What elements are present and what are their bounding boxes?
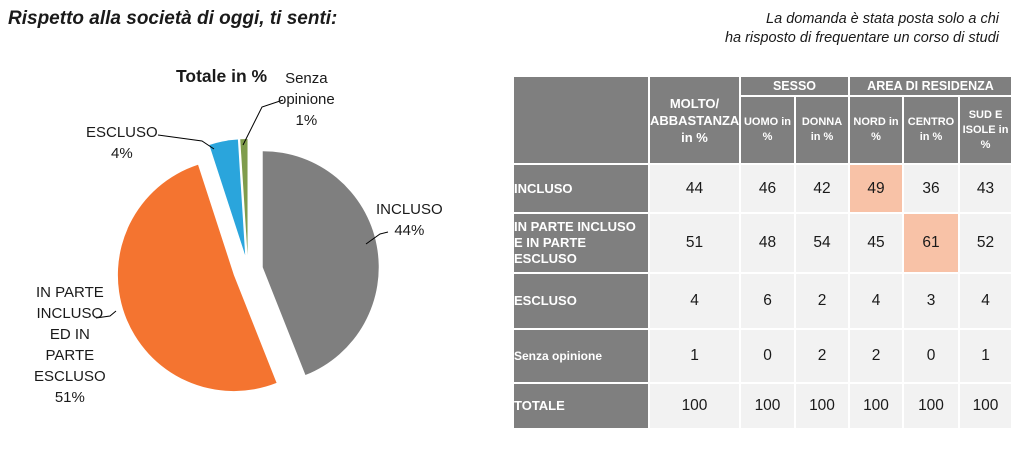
row-label: IN PARTE INCLUSO E IN PARTE ESCLUSO [512,212,650,274]
table-cell: 100 [739,382,796,430]
table-row: IN PARTE INCLUSO E IN PARTE ESCLUSO 51 4… [512,212,1013,274]
table-cell: 52 [958,212,1013,274]
row-label: Senza opinione [512,328,650,384]
table-cell: 0 [739,328,796,384]
table-cell: 36 [902,163,960,214]
table-cell: 54 [794,212,850,274]
table-corner [512,75,650,165]
slice-in-parte-incluso [117,164,277,392]
table-cell: 4 [648,272,741,330]
row-label: TOTALE [512,382,650,430]
table-cell: 49 [848,163,904,214]
label-in-parte-incluso: IN PARTE INCLUSO ED IN PARTE ESCLUSO 51% [34,282,106,408]
table-cell: 45 [848,212,904,274]
label-in-parte-line-2: INCLUSO [36,305,104,322]
note-line-1: La domanda è stata posta solo a chi [766,11,999,27]
note-line-2: ha risposto di frequentare un corso di s… [724,30,999,46]
table-cell: 4 [958,272,1013,330]
label-incluso-line-1: INCLUSO [376,201,443,218]
leader-in-parte [95,310,117,319]
table-cell: 100 [648,382,741,430]
slice-escluso [209,139,246,256]
header-donna: DONNA in % [794,95,850,165]
slice-incluso [262,151,379,376]
table-cell: 100 [794,382,850,430]
label-escluso-line-1: ESCLUSO [86,124,158,141]
header-uomo: UOMO in % [739,95,796,165]
table-row: INCLUSO 44 46 42 49 36 43 [512,163,1013,214]
row-label: INCLUSO [512,163,650,214]
label-incluso-line-2: 44% [394,222,425,239]
label-incluso: INCLUSO 44% [376,199,443,241]
header-sud-isole: SUD E ISOLE in % [958,95,1013,165]
header-group-area: AREA DI RESIDENZA [848,75,1013,97]
leader-senza-opinione [242,99,284,146]
row-label: ESCLUSO [512,272,650,330]
header-nord: NORD in % [848,95,904,165]
label-senza-opinione: Senza opinione 1% [278,68,335,131]
table-cell: 43 [958,163,1013,214]
table-cell: 46 [739,163,796,214]
table-cell: 44 [648,163,741,214]
label-escluso-line-2: 4% [111,145,133,162]
pie-chart-title: Totale in % [176,66,268,86]
table-cell: 4 [848,272,904,330]
pie-chart [95,99,389,392]
label-in-parte-line-4: PARTE [45,347,95,364]
header-centro: CENTRO in % [902,95,960,165]
label-escluso: ESCLUSO 4% [86,122,158,164]
table-cell: 61 [902,212,960,274]
label-in-parte-line-3: ED IN [49,326,90,343]
table-cell: 2 [794,328,850,384]
table-cell: 51 [648,212,741,274]
table-cell: 100 [958,382,1013,430]
leader-incluso [365,231,389,245]
label-in-parte-line-5: ESCLUSO [34,368,106,385]
table-cell: 100 [848,382,904,430]
label-senza-line-1: Senza [285,70,328,87]
page-title: Rispetto alla società di oggi, ti senti: [8,8,338,29]
table-cell: 2 [848,328,904,384]
table-row: TOTALE 100 100 100 100 100 100 [512,382,1013,430]
label-senza-line-2: opinione [278,91,335,108]
question-note: La domanda è stata posta solo a chi ha r… [725,10,999,48]
table-cell: 0 [902,328,960,384]
table-cell: 2 [794,272,850,330]
leader-escluso [157,134,215,150]
table-cell: 100 [902,382,960,430]
table-row: Senza opinione 1 0 2 2 0 1 [512,328,1013,384]
header-group-sesso: SESSO [739,75,850,97]
header-molto-abbastanza: MOLTO/ ABBASTANZA in % [648,75,741,165]
table-row: ESCLUSO 4 6 2 4 3 4 [512,272,1013,330]
table-cell: 42 [794,163,850,214]
table-cell: 6 [739,272,796,330]
label-in-parte-line-1: IN PARTE [35,284,104,301]
label-senza-line-3: 1% [295,112,318,129]
table-cell: 3 [902,272,960,330]
slice-senza-opinione [240,139,248,256]
table-cell: 48 [739,212,796,274]
label-in-parte-line-6: 51% [54,389,85,406]
table-cell: 1 [958,328,1013,384]
crosstab-table: MOLTO/ ABBASTANZA in % SESSO AREA DI RES… [512,75,1013,430]
table-cell: 1 [648,328,741,384]
